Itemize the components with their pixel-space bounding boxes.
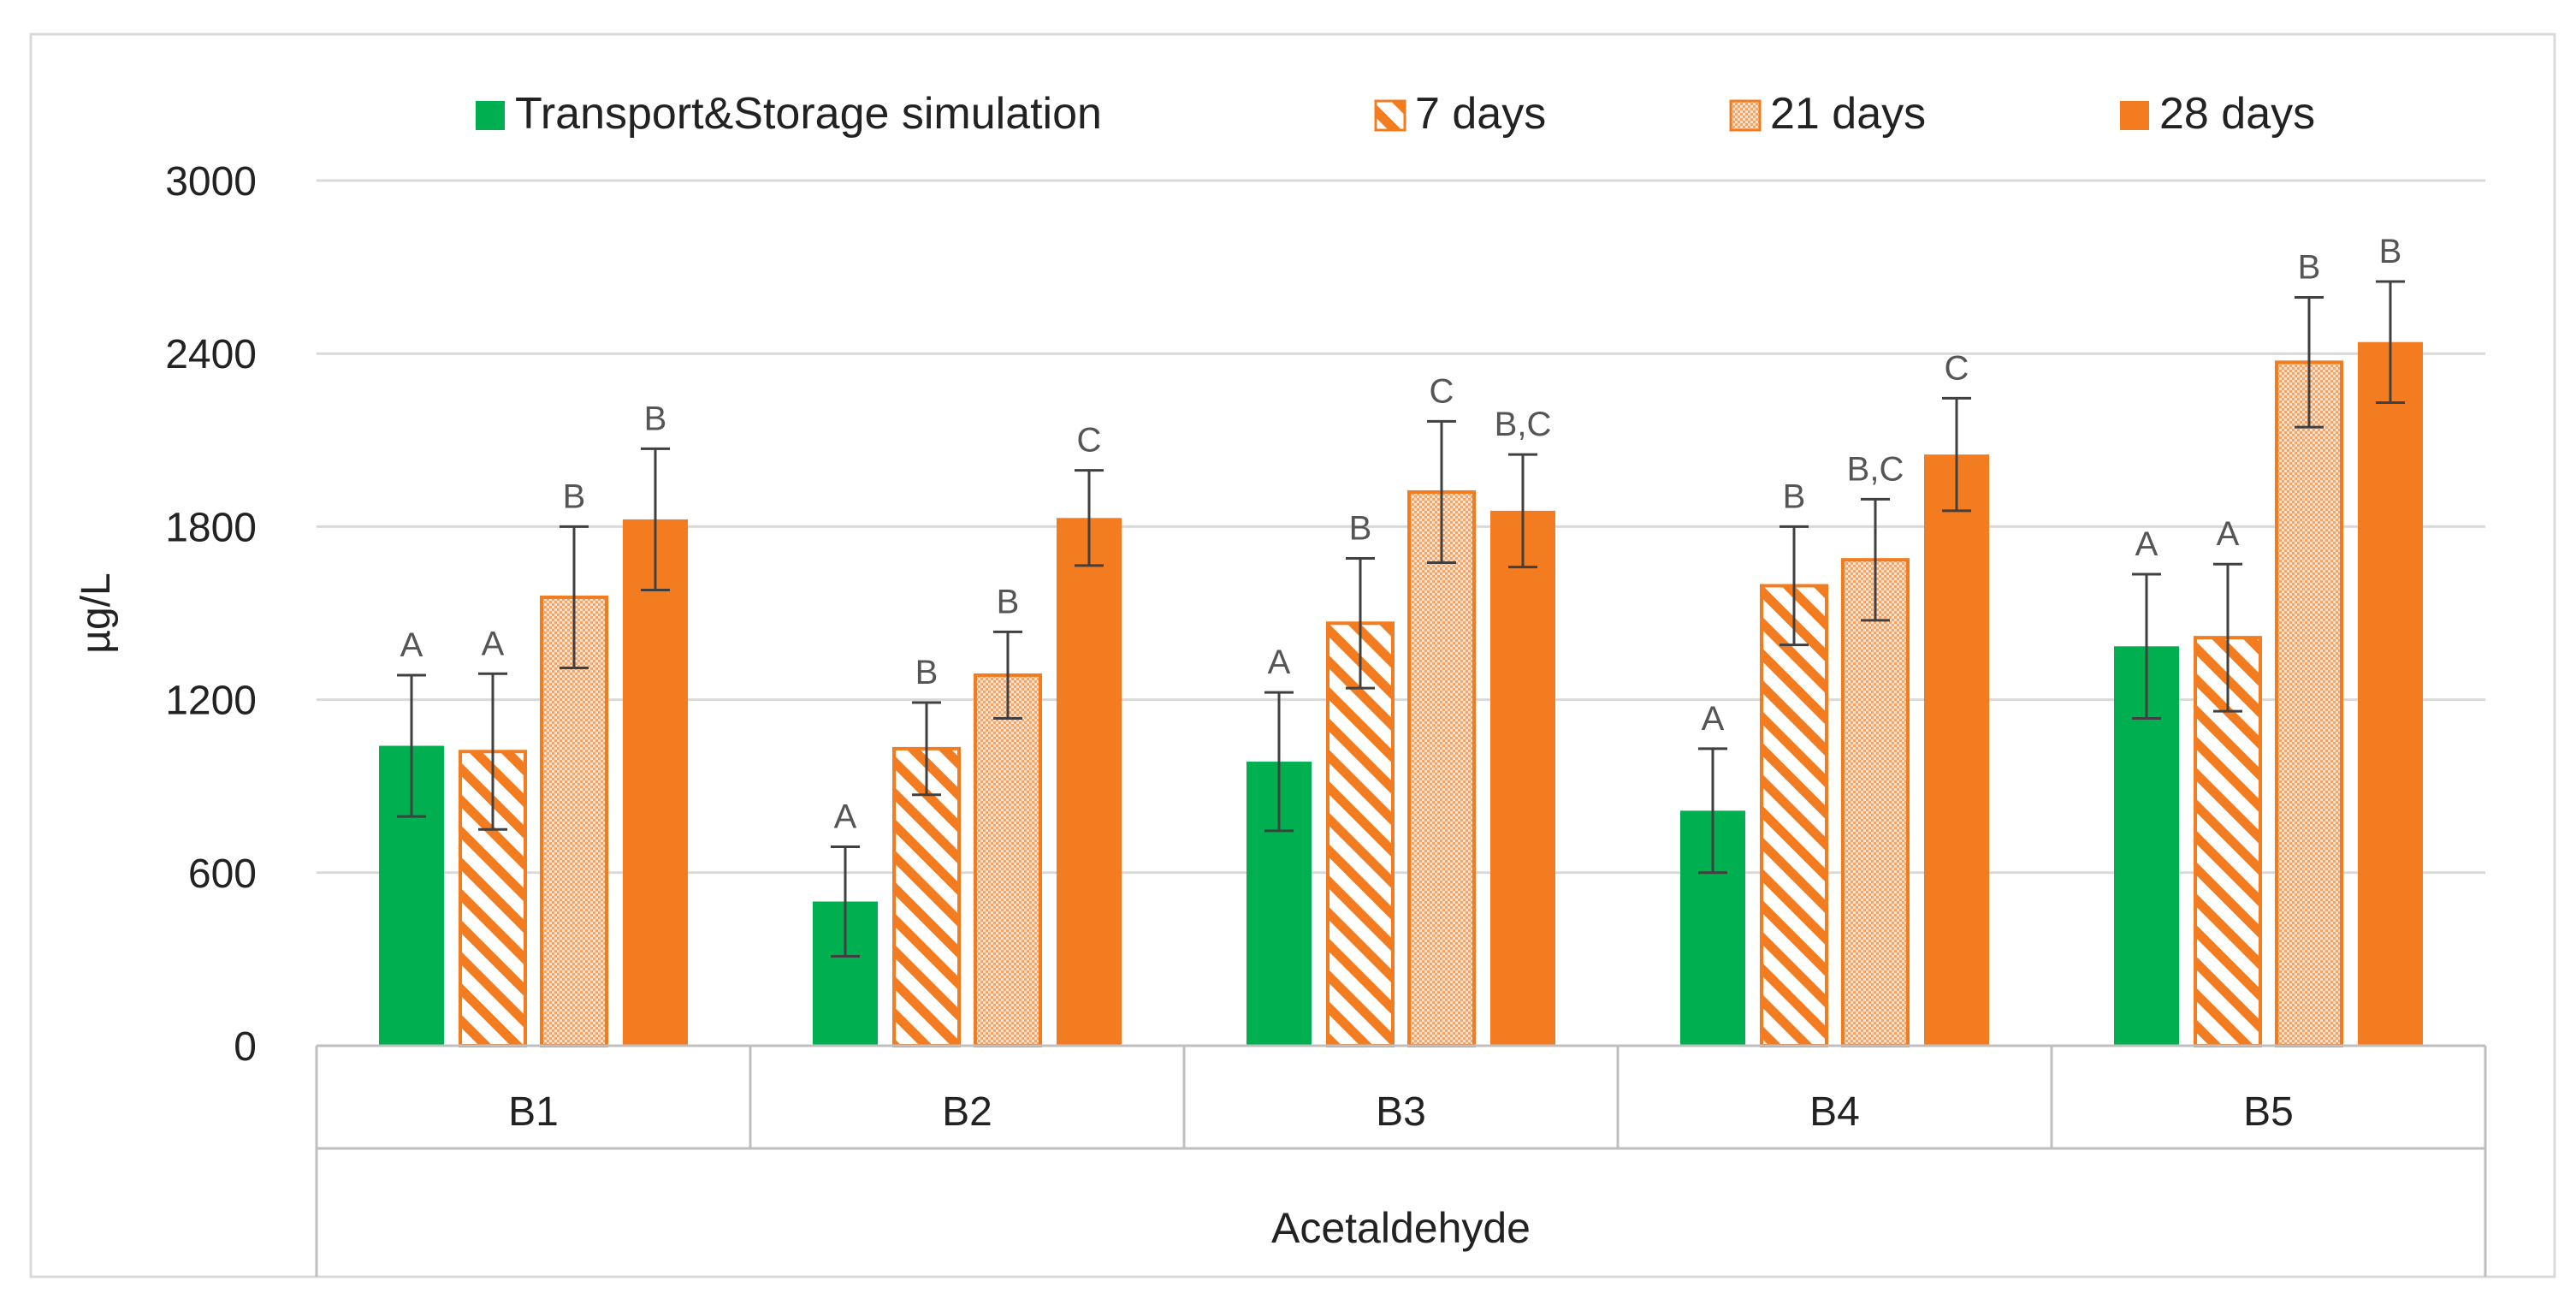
y-tick-label: 3000 <box>165 159 257 205</box>
significance-letter: A <box>1702 700 1725 738</box>
legend-swatch <box>2120 101 2149 130</box>
bar <box>1924 454 1989 1046</box>
bar <box>1326 621 1395 1047</box>
x-axis-title: Acetaldehyde <box>1271 1204 1531 1252</box>
significance-letter: B <box>1783 478 1806 515</box>
bar <box>623 519 688 1046</box>
bar <box>2275 360 2343 1047</box>
legend-swatch <box>1374 99 1406 132</box>
significance-letter: C <box>1945 349 1969 387</box>
y-tick-label: 1200 <box>165 679 257 724</box>
bar <box>1841 558 1910 1047</box>
legend-swatch <box>476 101 505 130</box>
bar <box>974 673 1042 1048</box>
legend-label: 7 days <box>1415 89 1546 139</box>
bar <box>1407 489 1476 1047</box>
legend-label: 28 days <box>2159 89 2315 139</box>
legend-label: Transport&Storage simulation <box>515 89 1102 139</box>
x-tick-label: B4 <box>1809 1089 1860 1135</box>
significance-letter: B,C <box>1495 406 1552 443</box>
significance-letter: B,C <box>1847 450 1904 488</box>
significance-letter: B <box>563 478 586 515</box>
significance-letter: B <box>2298 248 2321 286</box>
x-tick-label: B1 <box>508 1089 559 1135</box>
y-tick-label: 0 <box>234 1024 257 1070</box>
significance-letter: A <box>2135 525 2159 563</box>
bar <box>1057 518 1122 1046</box>
significance-letter: B <box>644 400 667 437</box>
x-tick-label: B5 <box>2243 1089 2294 1135</box>
significance-letter: C <box>1430 372 1454 410</box>
bar <box>2194 636 2262 1048</box>
significance-letter: B <box>997 583 1020 620</box>
significance-letter: B <box>2379 233 2402 270</box>
legend-swatch <box>1729 99 1762 132</box>
x-tick-label: B3 <box>1376 1089 1426 1135</box>
bar <box>892 746 961 1047</box>
y-tick-label: 2400 <box>165 332 257 377</box>
significance-letter: A <box>482 625 505 662</box>
y-tick-label: 600 <box>188 851 257 897</box>
significance-letter: C <box>1077 422 1102 460</box>
y-axis-title: µg/L <box>74 572 119 653</box>
significance-letter: B <box>915 654 939 691</box>
significance-letter: A <box>400 626 423 664</box>
x-tick-label: B2 <box>942 1089 992 1135</box>
significance-letter: A <box>1268 644 1291 681</box>
bar <box>1760 584 1828 1047</box>
significance-letter: B <box>1349 509 1372 547</box>
bar <box>2358 341 2423 1047</box>
y-tick-label: 1800 <box>165 505 257 550</box>
significance-letter: A <box>834 798 857 835</box>
significance-letter: A <box>2217 515 2240 553</box>
bar <box>1490 510 1555 1046</box>
legend-label: 21 days <box>1770 89 1926 139</box>
